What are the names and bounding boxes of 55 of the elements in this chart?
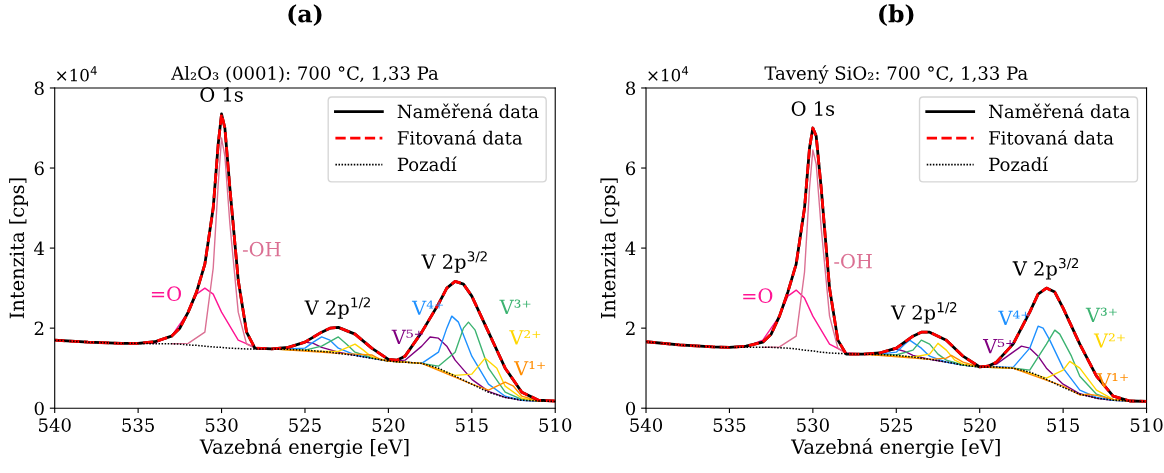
series-label: V²⁺ (1093, 333, 1125, 348)
x-tick-label: 530 (797, 418, 829, 432)
annotation: V 2p$^{3/2}$ (421, 251, 487, 273)
x-tick-label: 520 (964, 418, 996, 432)
x-tick-label: 530 (205, 418, 238, 432)
y-tick-label: 2 (34, 321, 44, 335)
y-tick-label: 6 (34, 161, 44, 176)
x-tick-label: 525 (880, 418, 913, 432)
series-label: V²⁺ (509, 329, 541, 345)
y-tick-label: 8 (34, 81, 44, 96)
chart-title: (b) (879, 4, 914, 26)
y-tick-label: 4 (625, 241, 636, 255)
x-tick-label: 540 (39, 418, 71, 432)
series-label: V³⁺ (1085, 307, 1117, 322)
x-axis-title: Vazebná energie [eV] (790, 438, 1000, 459)
x-tick-label: 520 (372, 418, 405, 432)
y-tick-label: 8 (626, 81, 636, 96)
legend-label: Naměřená data (989, 103, 1130, 119)
x-axis-title: Vazebná energie [eV] (199, 438, 409, 459)
x-tick-label: 535 (713, 418, 746, 432)
legend-label: Fitovaná data (397, 130, 523, 145)
text: ×10$^{4}$ (57, 66, 97, 82)
legend-label: Pozadí (397, 156, 457, 172)
series-label: V¹⁺ (513, 361, 545, 376)
legend-label: Fitovaná data (989, 130, 1114, 145)
annotation: V 2p$^{1/2}$ (304, 297, 370, 319)
annotation: O 1s (791, 101, 835, 116)
series-label: =O (743, 288, 773, 304)
y-tick-label: 0 (626, 401, 636, 416)
legend-label: Pozadí (989, 156, 1049, 172)
annotation: V 2p$^{1/2}$ (890, 302, 957, 324)
series-label: =O (151, 286, 182, 302)
y-tick-label: 2 (626, 321, 635, 335)
chart-subtitle: Tavený SiO₂: 700 °C, 1,33 Pa (764, 65, 1028, 84)
series-label: V³⁺ (499, 299, 531, 314)
y-axis-title: Intenzita [cps] (600, 178, 620, 319)
series-label: -OH (242, 241, 281, 257)
series-label: -OH (834, 253, 872, 269)
x-tick-label: 510 (1130, 418, 1163, 432)
x-tick-label: 525 (289, 418, 321, 432)
x-tick-label: 510 (539, 418, 572, 432)
y-axis-title: Intenzita [cps] (9, 178, 28, 319)
x-tick-label: 540 (630, 418, 663, 432)
text: ×10$^{4}$ (648, 66, 689, 82)
legend-label: Naměřená data (397, 103, 539, 119)
y-tick-label: 0 (34, 401, 44, 416)
chart-title: (a) (288, 4, 322, 26)
annotation: V 2p$^{3/2}$ (1012, 258, 1079, 280)
x-tick-label: 515 (1047, 418, 1079, 432)
annotation: O 1s (200, 87, 243, 102)
x-tick-label: 515 (456, 418, 488, 432)
y-tick-label: 6 (626, 161, 636, 176)
y-tick-label: 4 (34, 241, 45, 255)
x-tick-label: 535 (122, 418, 154, 432)
chart-subtitle: Al₂O₃ (0001): 700 °C, 1,33 Pa (171, 65, 439, 83)
